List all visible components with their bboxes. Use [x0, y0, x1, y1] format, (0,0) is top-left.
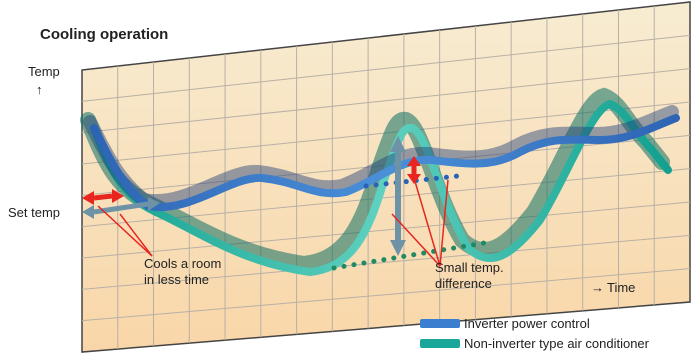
legend-swatch-non-inverter — [420, 339, 460, 348]
legend-label-inverter: Inverter power control — [464, 316, 590, 331]
cools-label-line1: Cools a room — [144, 256, 221, 271]
diagram-title: Cooling operation — [40, 26, 168, 43]
inverter-curve — [83, 105, 680, 212]
green-dotted-line — [331, 239, 493, 271]
small-diff-label-line2: difference — [435, 276, 492, 291]
grid-line-horizontal — [82, 68, 690, 134]
cools-label-line2: in less time — [144, 272, 209, 287]
non-inverter-curve — [80, 87, 672, 277]
legend-swatch-inverter — [420, 319, 460, 328]
temp-difference-arrow — [390, 136, 406, 256]
y-axis-arrow-icon: ↑ — [36, 82, 43, 97]
grid-line-horizontal — [82, 268, 690, 322]
grid-line-horizontal — [82, 34, 690, 102]
set-temp-label: Set temp — [8, 205, 60, 220]
legend-label-non-inverter: Non-inverter type air conditioner — [464, 336, 650, 351]
x-axis-label: Time — [607, 280, 635, 295]
set-temp-red-arrow — [82, 189, 124, 205]
pointer-lines — [97, 177, 449, 267]
grid-line-horizontal — [82, 234, 690, 290]
grid-line-horizontal — [82, 201, 690, 259]
small-diff-label-line1: Small temp. — [435, 260, 504, 275]
legend: Inverter power control Non-inverter type… — [420, 316, 650, 351]
x-axis-arrow-icon: → — [591, 280, 604, 295]
y-axis-label: Temp — [28, 64, 60, 79]
